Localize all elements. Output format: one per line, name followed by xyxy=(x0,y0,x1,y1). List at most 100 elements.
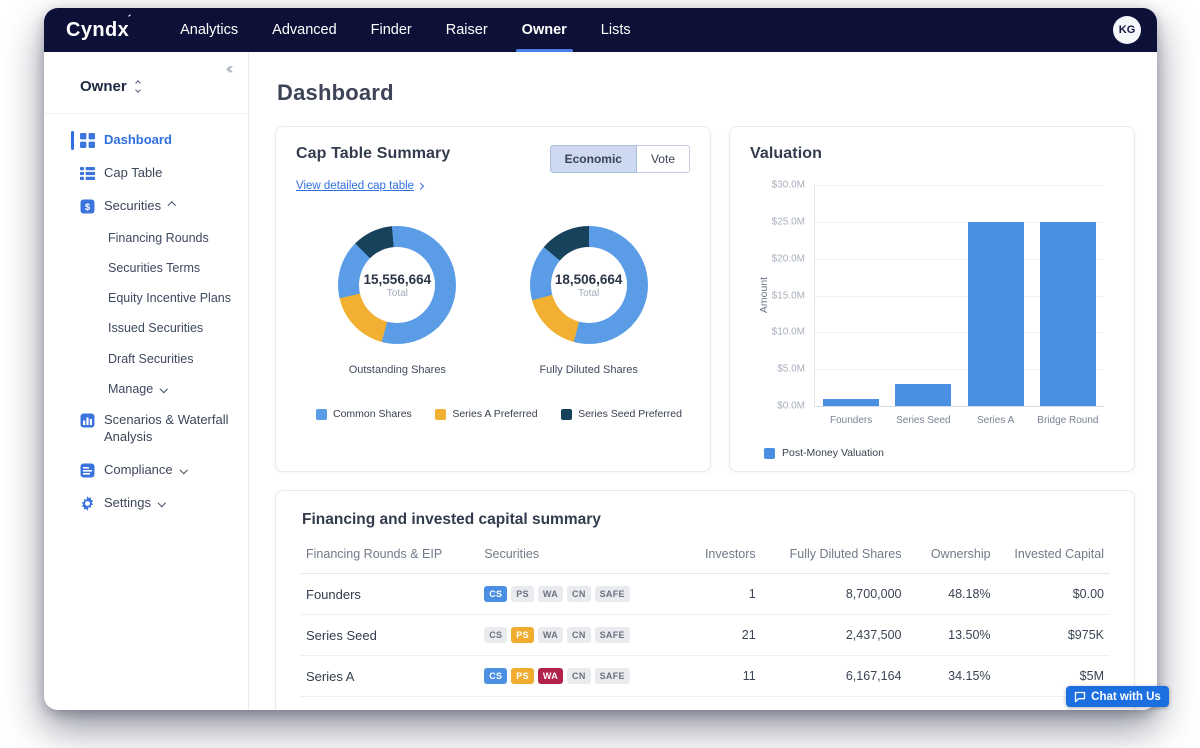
donut-center: 18,506,664 Total xyxy=(550,247,627,323)
cards-row: Cap Table Summary Economic Vote View det… xyxy=(275,126,1135,472)
nav-advanced[interactable]: Advanced xyxy=(255,8,354,52)
securities-cell: CS PS WA CN SAFE xyxy=(478,655,689,697)
security-badge-ps: PS xyxy=(511,668,534,684)
workspace-label: Owner xyxy=(80,78,127,95)
sidebar-nav: Dashboard Cap Table $ Securities Financing R… xyxy=(44,124,248,520)
sort-updown-icon xyxy=(134,80,141,93)
sidebar-item-label: Securities Terms xyxy=(108,260,201,275)
toggle-vote[interactable]: Vote xyxy=(636,145,690,173)
link-label: View detailed cap table xyxy=(296,180,415,192)
security-badge-safe: SAFE xyxy=(594,586,630,602)
gridline xyxy=(815,369,1104,371)
y-tick-label: $15.0M xyxy=(771,290,805,301)
fully-diluted-shares-cell: 6,167,164 xyxy=(761,655,908,697)
security-badge-wa: WA xyxy=(537,627,564,643)
nav-owner[interactable]: Owner xyxy=(505,8,584,52)
chat-bubble-icon xyxy=(1074,691,1086,703)
securities-icon: $ xyxy=(80,199,95,214)
workspace-selector[interactable]: Owner xyxy=(44,78,248,113)
nav-label: Advanced xyxy=(272,22,337,38)
invested-capital-cell: $975K xyxy=(996,614,1110,656)
scenarios-icon xyxy=(80,413,95,428)
nav-raiser[interactable]: Raiser xyxy=(429,8,505,52)
sidebar-item-compliance[interactable]: Compliance xyxy=(44,454,248,487)
sidebar-item-dashboard[interactable]: Dashboard xyxy=(44,124,248,157)
y-tick-label: $10.0M xyxy=(771,326,805,338)
cyndx-logo[interactable]: Cyndx xyxy=(66,12,132,42)
chevron-down-icon xyxy=(160,384,168,393)
legend-label: Series Seed Preferred xyxy=(578,408,682,420)
economic-vote-toggle: Economic Vote xyxy=(549,145,690,173)
nav-lists[interactable]: Lists xyxy=(584,8,648,52)
table-row-series-seed[interactable]: Series Seed CS PS WA CN SAFE 21 2,437,500 13.50%… xyxy=(300,614,1110,656)
financing-table-head-row: Financing Rounds & EIP Securities Investor… xyxy=(300,533,1110,574)
donut-total-caption: Total xyxy=(386,287,408,299)
gridline xyxy=(815,258,1104,260)
toggle-economic[interactable]: Economic xyxy=(549,145,637,173)
investors-cell: 21 xyxy=(688,614,762,656)
legend-item-common-shares: Common Shares xyxy=(316,408,412,420)
sidebar-item-settings[interactable]: Settings xyxy=(44,487,248,520)
security-badge-wa: WA xyxy=(537,668,564,684)
fully-diluted-shares-cell: 2,437,500 xyxy=(761,614,908,656)
sidebar-item-label: Dashboard xyxy=(104,132,172,147)
y-tick-label: $25.0M xyxy=(771,216,805,228)
legend-label: Common Shares xyxy=(333,408,412,420)
securities-cell: CS PS WA CN SAFE xyxy=(478,573,689,615)
nav-analytics[interactable]: Analytics xyxy=(163,8,255,52)
gridline xyxy=(815,221,1104,223)
table-row-founders[interactable]: Founders CS PS WA CN SAFE 1 8,700,000 48.18% $0.0… xyxy=(300,573,1110,615)
main-content: Dashboard Cap Table Summary Economic Vot… xyxy=(249,52,1157,710)
view-detailed-cap-table-link[interactable]: View detailed cap table xyxy=(296,180,424,192)
sidebar-item-securities-terms[interactable]: Securities Terms xyxy=(44,253,248,283)
sidebar-item-scenarios-waterfall-analysis[interactable]: Scenarios & Waterfall Analysis xyxy=(44,404,248,454)
cap-table-legend: Common Shares Series A Preferred Series Se… xyxy=(296,408,690,420)
chat-with-us-button[interactable]: Chat with Us xyxy=(1066,686,1169,707)
sidebar-item-label: Draft Securities xyxy=(108,351,194,366)
nav-label: Raiser xyxy=(445,22,488,38)
valuation-bar-bridge-round xyxy=(1039,221,1096,406)
sidebar-item-label: Settings xyxy=(104,494,151,510)
y-tick-label: $20.0M xyxy=(771,253,805,265)
chevron-down-icon xyxy=(157,498,166,507)
sidebar-collapse-button[interactable] xyxy=(223,61,241,77)
valuation-bar-series-a xyxy=(967,221,1024,406)
sidebar-item-issued-securities[interactable]: Issued Securities xyxy=(44,313,248,343)
sidebar-item-financing-rounds[interactable]: Financing Rounds xyxy=(44,223,248,253)
sidebar-item-label: Issued Securities xyxy=(108,321,204,336)
invested-capital-cell: $0.00 xyxy=(996,573,1110,615)
sidebar-item-securities[interactable]: $ Securities xyxy=(44,190,248,223)
table-row-series-a[interactable]: Series A CS PS WA CN SAFE 11 6,167,164 34.15% $5M xyxy=(300,655,1110,697)
securities-cell: CS PS WA CN SAFE xyxy=(478,614,689,656)
nav-finder[interactable]: Finder xyxy=(354,8,429,52)
y-tick-label: $0.0M xyxy=(777,400,805,412)
settings-icon xyxy=(80,495,95,511)
x-tick-label: Founders xyxy=(830,415,873,426)
column-header-ownership: Ownership xyxy=(907,533,997,574)
top-navigation: Analytics Advanced Finder Raiser Owner L… xyxy=(163,8,648,52)
sidebar: Owner Dashboard Cap Table $ Securities Finan… xyxy=(44,52,249,710)
sidebar-item-cap-table[interactable]: Cap Table xyxy=(44,157,248,190)
valuation-legend: Post-Money Valuation xyxy=(764,447,1114,459)
donut-total-caption: Total xyxy=(578,287,600,299)
gridline xyxy=(815,332,1104,334)
sidebar-item-manage[interactable]: Manage xyxy=(44,374,248,404)
security-badge-ps: PS xyxy=(511,586,534,602)
user-avatar[interactable]: KG xyxy=(1113,16,1141,44)
sidebar-item-draft-securities[interactable]: Draft Securities xyxy=(44,344,248,374)
security-badge-wa: WA xyxy=(537,586,564,602)
sidebar-item-equity-incentive-plans[interactable]: Equity Incentive Plans xyxy=(44,283,248,313)
x-tick-label: Bridge Round xyxy=(1037,415,1099,426)
ownership-cell: 13.50% xyxy=(907,614,997,656)
nav-label: Lists xyxy=(600,22,631,38)
donut-label: Fully Diluted Shares xyxy=(539,364,638,376)
financing-table: Financing Rounds & EIP Securities Investor… xyxy=(300,533,1110,697)
column-header-financing-rounds-eip: Financing Rounds & EIP xyxy=(300,533,479,574)
y-axis-label: Amount xyxy=(758,276,771,314)
donut-total-value: 18,506,664 xyxy=(554,271,623,287)
round-name-cell: Series Seed xyxy=(300,614,479,656)
column-header-securities: Securities xyxy=(478,533,689,574)
nav-label: Analytics xyxy=(180,22,239,38)
security-badge-safe: SAFE xyxy=(594,668,630,684)
